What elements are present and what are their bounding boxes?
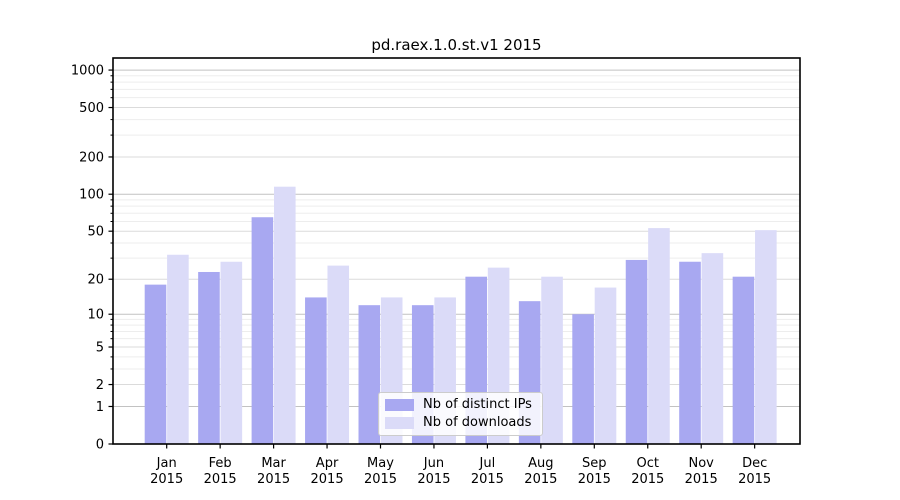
legend-label-distinct-ips: Nb of distinct IPs	[423, 397, 532, 412]
bar	[144, 284, 167, 444]
x-tick-label: Oct 2015	[631, 456, 664, 487]
x-tick-label: Dec 2015	[738, 456, 771, 487]
bar	[220, 261, 243, 444]
y-axis-ticks: 0 1 2 5 10 20 50 100 200 500 1000	[71, 64, 113, 453]
bar	[679, 261, 701, 444]
x-tick-label: Apr 2015	[311, 456, 344, 487]
y-tick-label: 1	[96, 400, 104, 415]
y-tick-label: 50	[87, 225, 104, 240]
y-tick-label: 0	[96, 438, 104, 453]
plot-border	[112, 57, 801, 445]
bar	[648, 228, 670, 444]
legend-item-downloads: Nb of downloads	[385, 416, 534, 430]
bar	[572, 314, 594, 444]
chart-title: pd.raex.1.0.st.v1 2015	[371, 36, 542, 54]
y-tick-label: 20	[87, 273, 104, 288]
y-tick-label: 100	[79, 188, 104, 203]
bar	[167, 254, 189, 444]
y-tick-label: 5	[96, 341, 104, 356]
x-tick-label: Mar 2015	[257, 456, 290, 487]
x-tick-label: Sep 2015	[578, 456, 611, 487]
x-tick-label: Aug 2015	[524, 456, 557, 487]
bars-downloads	[167, 186, 777, 444]
bar	[594, 287, 617, 444]
bar	[625, 259, 648, 444]
bar	[732, 276, 755, 444]
bar	[251, 217, 274, 444]
y-tick-label: 10	[87, 308, 104, 323]
bar	[198, 271, 220, 444]
bar	[755, 230, 777, 444]
x-tick-label: Nov 2015	[685, 456, 718, 487]
x-tick-label: Jan 2015	[150, 456, 183, 487]
bar	[358, 305, 381, 444]
bar	[274, 186, 296, 444]
bar	[701, 253, 724, 444]
bar	[327, 265, 350, 444]
x-tick-label: May 2015	[364, 456, 397, 487]
y-tick-label: 200	[79, 150, 104, 165]
y-tick-label: 1000	[71, 64, 104, 79]
x-tick-label: Feb 2015	[204, 456, 237, 487]
y-tick-label: 500	[79, 101, 104, 116]
x-axis-ticks: Jan 2015 Feb 2015 Mar 2015 Apr 2015 May 2015 Jun 20…	[150, 444, 771, 487]
legend: Nb of distinct IPs Nb of downloads	[378, 392, 543, 436]
x-tick-label: Jun 2015	[417, 456, 450, 487]
legend-label-downloads: Nb of downloads	[423, 415, 532, 430]
legend-swatch-distinct-ips	[385, 399, 414, 411]
y-tick-label: 2	[96, 378, 104, 393]
x-tick-label: Jul 2015	[471, 456, 504, 487]
bar	[305, 297, 327, 444]
legend-swatch-downloads	[385, 417, 414, 429]
bar	[541, 276, 563, 444]
legend-item-distinct-ips: Nb of distinct IPs	[385, 398, 534, 412]
